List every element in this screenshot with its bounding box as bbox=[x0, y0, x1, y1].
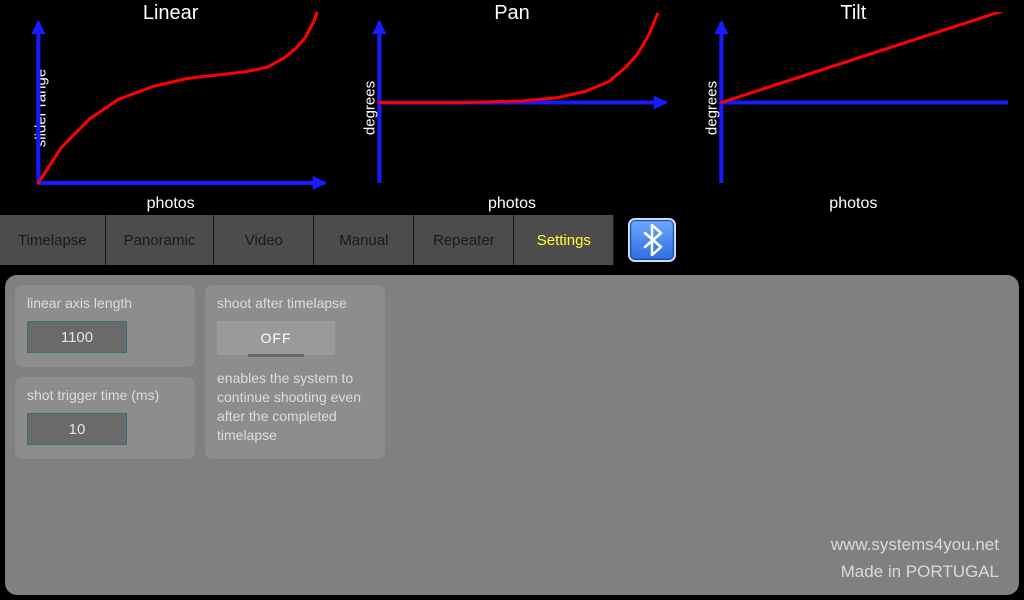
field-label: shoot after timelapse bbox=[217, 295, 373, 311]
shoot-after-description: enables the system to continue shooting … bbox=[217, 369, 373, 445]
chart-xlabel: photos bbox=[341, 195, 682, 213]
settings-col-2: shoot after timelapse OFF enables the sy… bbox=[205, 285, 385, 459]
settings-inner: linear axis length 1100 shot trigger tim… bbox=[15, 285, 1009, 459]
footer-url: www.systems4you.net bbox=[831, 531, 999, 558]
footer-madein: Made in PORTUGAL bbox=[831, 558, 999, 585]
chart-pan: Pan degrees photos bbox=[341, 0, 682, 215]
bluetooth-wrap bbox=[614, 215, 676, 265]
shot-trigger-input[interactable]: 10 bbox=[27, 413, 127, 445]
chart-svg bbox=[26, 12, 335, 193]
linear-axis-length-input[interactable]: 1100 bbox=[27, 321, 127, 353]
chart-xlabel: photos bbox=[0, 195, 341, 213]
app-root: { "colors": { "background": "#000000", "… bbox=[0, 0, 1024, 600]
settings-panel: linear axis length 1100 shot trigger tim… bbox=[5, 275, 1019, 595]
chart-linear: Linear slider range photos bbox=[0, 0, 341, 215]
chart-svg bbox=[709, 12, 1018, 193]
field-label: shot trigger time (ms) bbox=[27, 387, 183, 403]
chart-xlabel: photos bbox=[683, 195, 1024, 213]
tab-repeater[interactable]: Repeater bbox=[414, 215, 514, 265]
tab-bar: Timelapse Panoramic Video Manual Repeate… bbox=[0, 215, 1024, 265]
footer: www.systems4you.net Made in PORTUGAL bbox=[831, 531, 999, 585]
tab-timelapse[interactable]: Timelapse bbox=[0, 215, 106, 265]
card-linear-axis-length: linear axis length 1100 bbox=[15, 285, 195, 367]
card-shoot-after: shoot after timelapse OFF enables the sy… bbox=[205, 285, 385, 459]
tab-panoramic[interactable]: Panoramic bbox=[106, 215, 215, 265]
field-label: linear axis length bbox=[27, 295, 183, 311]
bluetooth-button[interactable] bbox=[628, 218, 676, 262]
chart-svg bbox=[367, 12, 676, 193]
card-shot-trigger: shot trigger time (ms) 10 bbox=[15, 377, 195, 459]
tab-settings[interactable]: Settings bbox=[514, 215, 614, 265]
bluetooth-icon bbox=[640, 223, 664, 257]
charts-row: Linear slider range photos Pan degrees p… bbox=[0, 0, 1024, 215]
chart-tilt: Tilt degrees photos bbox=[683, 0, 1024, 215]
settings-col-1: linear axis length 1100 shot trigger tim… bbox=[15, 285, 195, 459]
tab-manual[interactable]: Manual bbox=[314, 215, 414, 265]
shoot-after-toggle[interactable]: OFF bbox=[217, 321, 335, 355]
tab-video[interactable]: Video bbox=[214, 215, 314, 265]
